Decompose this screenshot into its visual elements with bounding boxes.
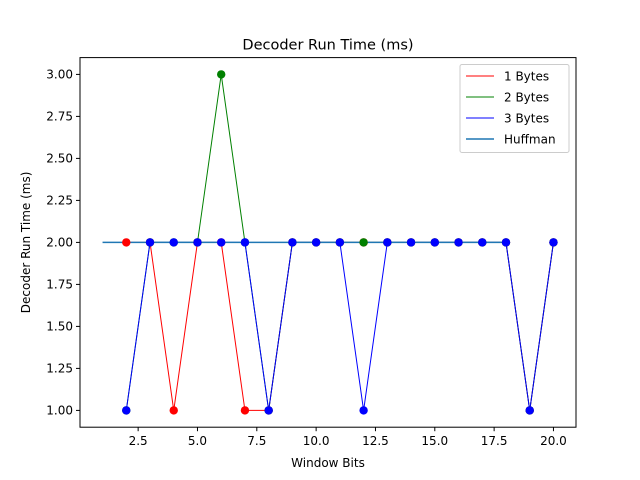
- data-point-3-bytes: [406, 238, 416, 247]
- y-tick-label: 1.75: [46, 278, 73, 292]
- y-axis: 1.00 1.25 1.50 1.75 2.00 2.25 2.50 2.75 3.00: [46, 68, 80, 418]
- y-tick-label: 2.25: [46, 194, 73, 208]
- x-tick-label: 5.0: [188, 434, 207, 448]
- y-tick-label: 1.25: [46, 362, 73, 376]
- y-tick-label: 2.00: [46, 236, 73, 250]
- x-tick-label: 20.0: [540, 434, 567, 448]
- y-tick-label: 1.50: [46, 320, 73, 334]
- x-tick-label: 15.0: [421, 434, 448, 448]
- data-point-3-bytes: [145, 238, 155, 247]
- chart-title: Decoder Run Time (ms): [242, 38, 413, 54]
- legend-label: Huffman: [504, 132, 556, 146]
- data-point-3-bytes: [525, 406, 534, 415]
- data-point-3-bytes: [454, 238, 463, 247]
- x-axis-label: Window Bits: [291, 456, 365, 470]
- data-point-3-bytes: [122, 406, 131, 415]
- data-point-3-bytes: [335, 238, 345, 247]
- x-tick-label: 10.0: [303, 434, 330, 448]
- data-point-2-bytes: [359, 238, 368, 247]
- x-axis: 2.5 5.0 7.5 10.0 12.5 15.0 17.5 20.0: [129, 427, 567, 448]
- data-point-1-bytes: [169, 406, 178, 415]
- data-point-2-bytes: [217, 70, 226, 79]
- data-point-3-bytes: [311, 238, 321, 247]
- data-point-3-bytes: [169, 238, 178, 247]
- data-point-3-bytes: [478, 238, 487, 247]
- legend-label: 2 Bytes: [504, 90, 549, 104]
- data-point-3-bytes: [501, 238, 511, 247]
- data-point-3-bytes: [264, 406, 273, 415]
- legend-label: 1 Bytes: [504, 69, 549, 83]
- legend-label: 3 Bytes: [504, 111, 549, 125]
- y-axis-label: Decoder Run Time (ms): [19, 172, 33, 314]
- x-tick-label: 2.5: [129, 434, 148, 448]
- data-point-3-bytes: [383, 238, 392, 247]
- plot-area: [102, 70, 558, 415]
- data-point-3-bytes: [359, 406, 368, 415]
- y-tick-label: 2.75: [46, 110, 73, 124]
- data-point-3-bytes: [217, 238, 226, 247]
- y-tick-label: 3.00: [46, 68, 73, 82]
- data-point-3-bytes: [193, 238, 202, 247]
- data-point-1-bytes: [240, 406, 250, 415]
- data-point-1-bytes: [122, 238, 131, 247]
- data-point-3-bytes: [240, 238, 250, 247]
- x-tick-label: 17.5: [481, 434, 508, 448]
- data-point-3-bytes: [288, 238, 297, 247]
- data-point-3-bytes: [549, 238, 558, 247]
- y-tick-label: 2.50: [46, 152, 73, 166]
- legend: 1 Bytes 2 Bytes 3 Bytes Huffman: [459, 64, 570, 153]
- y-tick-label: 1.00: [46, 404, 73, 418]
- legend-box: [459, 64, 570, 153]
- x-tick-label: 7.5: [247, 434, 266, 448]
- x-tick-label: 12.5: [362, 434, 389, 448]
- data-point-3-bytes: [430, 238, 439, 247]
